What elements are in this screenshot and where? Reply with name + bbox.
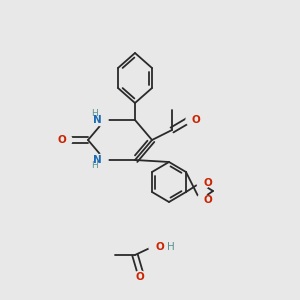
Circle shape — [60, 134, 72, 146]
Circle shape — [186, 114, 198, 126]
Text: H: H — [167, 242, 175, 252]
Text: O: O — [136, 272, 144, 282]
Text: O: O — [203, 195, 212, 205]
Circle shape — [197, 177, 209, 189]
Circle shape — [134, 271, 146, 283]
Text: O: O — [57, 135, 66, 145]
Text: O: O — [203, 178, 212, 188]
Circle shape — [96, 154, 108, 166]
Text: O: O — [155, 242, 164, 252]
Text: H: H — [92, 161, 98, 170]
Text: N: N — [93, 155, 102, 165]
Text: H: H — [92, 110, 98, 118]
Text: O: O — [192, 115, 201, 125]
Circle shape — [149, 241, 161, 253]
Text: N: N — [93, 115, 102, 125]
Circle shape — [197, 194, 209, 206]
Circle shape — [96, 114, 108, 126]
